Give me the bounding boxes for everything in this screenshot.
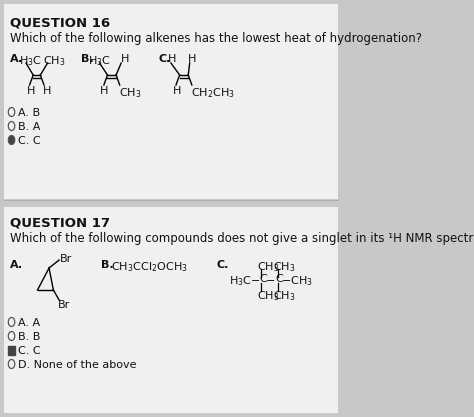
Text: $-$: $-$ [264, 274, 275, 284]
Text: A.: A. [10, 54, 23, 64]
Text: B. B: B. B [18, 332, 40, 342]
Text: H: H [173, 86, 181, 96]
Text: CH$_3$CCl$_2$OCH$_3$: CH$_3$CCl$_2$OCH$_3$ [111, 260, 188, 274]
Text: Which of the following alkenes has the lowest heat of hydrogenation?: Which of the following alkenes has the l… [10, 32, 422, 45]
Text: A. A: A. A [18, 318, 40, 328]
Text: H$_3$C$-$: H$_3$C$-$ [229, 274, 261, 288]
Text: H: H [100, 86, 109, 96]
Text: QUESTION 17: QUESTION 17 [10, 216, 110, 229]
Bar [8, 346, 15, 354]
Text: B. A: B. A [18, 122, 40, 132]
Text: CH$_3$: CH$_3$ [273, 289, 296, 303]
Text: CH$_3$: CH$_3$ [257, 289, 279, 303]
Text: $-$CH$_3$: $-$CH$_3$ [281, 274, 313, 288]
Text: H$_3$C: H$_3$C [19, 54, 42, 68]
Text: H: H [120, 54, 129, 64]
Text: Which of the following compounds does not give a singlet in its ¹H NMR spectrum?: Which of the following compounds does no… [10, 232, 474, 245]
Text: B.: B. [81, 54, 93, 64]
Bar [4, 207, 337, 413]
Text: C: C [259, 274, 267, 284]
Text: CH$_3$: CH$_3$ [119, 86, 142, 100]
Text: C. C: C. C [18, 136, 41, 146]
Text: QUESTION 16: QUESTION 16 [10, 16, 110, 29]
Text: C.: C. [216, 260, 229, 270]
Text: C. C: C. C [18, 346, 41, 356]
Text: H: H [188, 54, 197, 64]
Text: D. None of the above: D. None of the above [18, 360, 137, 370]
Text: CH$_3$: CH$_3$ [273, 260, 296, 274]
Circle shape [8, 136, 15, 145]
Bar [4, 4, 337, 199]
Text: CH$_3$: CH$_3$ [257, 260, 279, 274]
Text: A. B: A. B [18, 108, 40, 118]
Text: H: H [168, 54, 176, 64]
Text: C: C [275, 274, 283, 284]
Text: CH$_3$: CH$_3$ [43, 54, 66, 68]
Text: Br: Br [60, 254, 72, 264]
Text: C.: C. [159, 54, 171, 64]
Text: B.: B. [101, 260, 114, 270]
Text: CH$_2$CH$_3$: CH$_2$CH$_3$ [191, 86, 235, 100]
Text: H$_3$C: H$_3$C [88, 54, 111, 68]
Text: A.: A. [10, 260, 23, 270]
Text: H: H [27, 86, 35, 96]
Text: Br: Br [58, 300, 70, 310]
Text: H: H [43, 86, 52, 96]
